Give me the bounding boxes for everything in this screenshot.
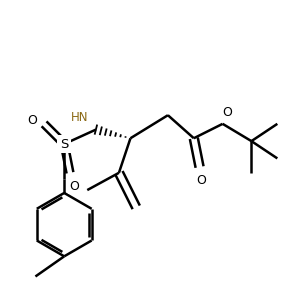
Text: HN: HN [71,111,89,124]
Text: O: O [27,114,37,128]
Text: O: O [222,106,232,119]
Text: S: S [60,137,68,151]
Text: O: O [196,174,206,187]
Text: O: O [69,180,79,193]
